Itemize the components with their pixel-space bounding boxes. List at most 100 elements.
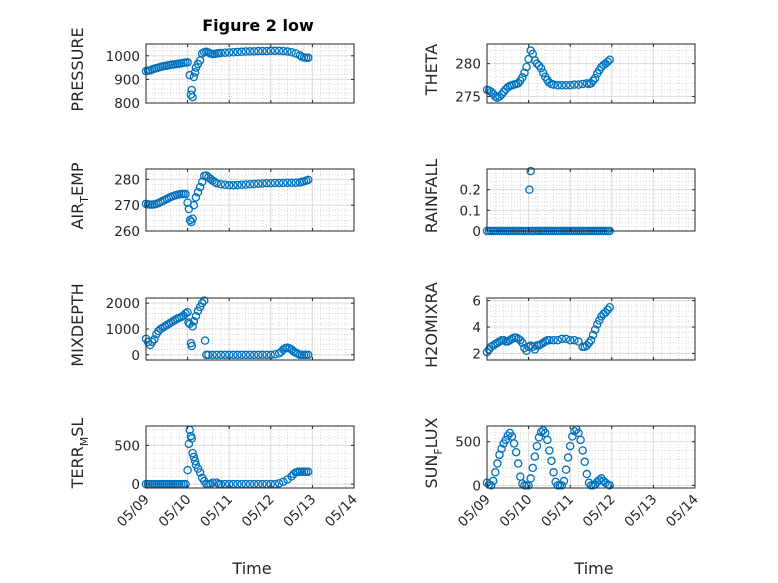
- data-point: [190, 68, 200, 77]
- y-tick-label: 275: [455, 89, 481, 105]
- y-axis-label: SUNFLUX: [422, 417, 445, 488]
- data-point: [279, 178, 288, 188]
- data-point: [237, 47, 246, 57]
- series-markers: [141, 46, 313, 102]
- data-point: [200, 336, 210, 345]
- y-axis-label: RAINFALL: [422, 159, 441, 234]
- data-point: [553, 81, 562, 90]
- y-axis-label: MIXDEPTH: [68, 283, 87, 366]
- y-tick-label: 2000: [106, 296, 140, 312]
- y-axis-label: PRESSURE: [68, 27, 87, 111]
- data-point: [188, 448, 197, 458]
- data-point: [208, 176, 217, 185]
- data-point: [501, 435, 510, 445]
- y-tick-label: 1000: [106, 322, 140, 338]
- data-point: [266, 178, 276, 188]
- data-point: [588, 76, 598, 85]
- data-point: [156, 324, 165, 334]
- data-point: [507, 334, 517, 344]
- data-point: [568, 432, 577, 441]
- data-point: [499, 87, 508, 97]
- data-point: [208, 478, 217, 487]
- series-markers: [482, 425, 614, 490]
- data-point: [266, 46, 276, 56]
- data-point: [545, 335, 554, 345]
- data-point: [522, 62, 531, 72]
- data-point: [605, 55, 614, 64]
- panel-6: 2 4 6 H2OMIXRA: [422, 282, 696, 368]
- data-point: [189, 72, 199, 82]
- data-point: [233, 350, 242, 360]
- plot-area: [487, 169, 695, 231]
- data-point: [532, 59, 542, 68]
- data-point: [486, 87, 496, 97]
- major-grid: [487, 169, 695, 231]
- data-point: [270, 178, 280, 188]
- data-point: [191, 311, 201, 321]
- data-point: [212, 350, 221, 360]
- data-point: [491, 339, 500, 349]
- data-point: [233, 47, 242, 57]
- x-axis-label-left: Time: [231, 559, 271, 578]
- data-point: [582, 469, 592, 479]
- data-point: [245, 47, 255, 56]
- data-point: [526, 166, 535, 176]
- data-point: [274, 479, 284, 488]
- data-point: [511, 333, 521, 342]
- data-point: [557, 334, 567, 344]
- axes-box: [145, 425, 355, 489]
- data-point: [270, 46, 280, 56]
- data-point: [274, 178, 284, 188]
- data-point: [547, 456, 556, 466]
- data-point: [229, 48, 238, 57]
- data-point: [543, 435, 552, 445]
- data-point: [258, 350, 267, 360]
- minor-grid: [487, 169, 695, 231]
- y-tick-label: 500: [114, 438, 140, 454]
- data-point: [187, 341, 197, 351]
- data-point: [553, 335, 562, 345]
- data-point: [220, 350, 230, 360]
- data-point: [303, 175, 313, 185]
- data-point: [588, 330, 598, 340]
- data-point: [532, 441, 542, 451]
- y-tick-label: 4: [472, 320, 481, 336]
- panel-1: 800 900 1000 PRESSURE: [68, 27, 355, 112]
- data-point: [570, 335, 579, 345]
- y-axis-label: THETA: [422, 44, 441, 96]
- data-point: [258, 179, 267, 188]
- data-point: [283, 178, 292, 187]
- data-point: [534, 61, 544, 70]
- plot-area: [487, 44, 695, 103]
- data-point: [549, 335, 558, 345]
- data-point: [503, 337, 513, 346]
- data-point: [488, 476, 498, 486]
- data-point: [513, 79, 523, 88]
- data-point: [279, 46, 288, 56]
- data-point: [574, 80, 583, 89]
- data-point: [576, 435, 585, 445]
- data-point: [262, 350, 271, 360]
- data-point: [528, 463, 538, 473]
- data-point: [497, 444, 506, 453]
- data-point: [580, 457, 590, 467]
- data-point: [586, 79, 596, 88]
- data-point: [561, 81, 571, 90]
- data-point: [241, 47, 251, 56]
- axes-box: [145, 43, 355, 104]
- data-point: [181, 189, 190, 199]
- data-point: [212, 478, 221, 487]
- data-point: [183, 307, 192, 317]
- axes-box: [486, 425, 696, 489]
- data-point: [605, 481, 614, 490]
- figure-title: Figure 2 low: [202, 16, 314, 35]
- data-point: [499, 335, 508, 345]
- data-point: [181, 309, 190, 318]
- data-point: [565, 335, 575, 345]
- data-point: [216, 179, 226, 189]
- data-point: [183, 465, 192, 475]
- data-point: [249, 47, 259, 56]
- data-point: [518, 73, 527, 82]
- data-point: [160, 322, 169, 331]
- y-tick-label: 260: [114, 224, 140, 240]
